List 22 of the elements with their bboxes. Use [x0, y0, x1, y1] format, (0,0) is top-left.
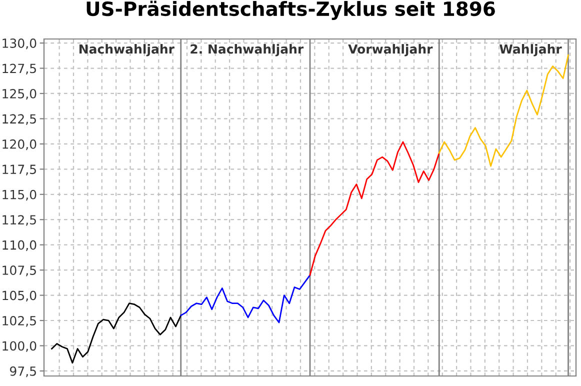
- y-tick-label: 127,5: [2, 64, 36, 74]
- annotation: Wahljahr: [500, 44, 562, 56]
- annotation: Nachwahljahr: [79, 44, 174, 56]
- y-tick-label: 112,5: [2, 215, 36, 226]
- chart-title: US-Präsidentschafts-Zyklus seit 1896: [86, 0, 495, 20]
- annotation: Vorwahljahr: [348, 44, 433, 56]
- y-tick-label: 117,5: [2, 164, 36, 176]
- line-series: [180, 274, 311, 324]
- y-tick-label: 125,0: [2, 88, 36, 100]
- y-tick-label: 130,0: [2, 38, 36, 50]
- line-series: [51, 302, 182, 364]
- annotation: 2. Nachwahljahr: [190, 44, 304, 56]
- y-tick-label: 107,5: [2, 266, 36, 276]
- y-tick-label: 105,0: [2, 290, 36, 302]
- y-tick-label: 110,0: [2, 240, 36, 252]
- y-tick-label: 100,0: [2, 341, 36, 352]
- y-tick-label: 115,0: [2, 190, 36, 201]
- line-series: [309, 141, 440, 276]
- y-tick-label: 97,5: [10, 366, 36, 378]
- y-tick-label: 102,5: [2, 316, 36, 327]
- y-tick-label: 120,0: [2, 139, 36, 150]
- y-tick-label: 122,5: [2, 114, 36, 125]
